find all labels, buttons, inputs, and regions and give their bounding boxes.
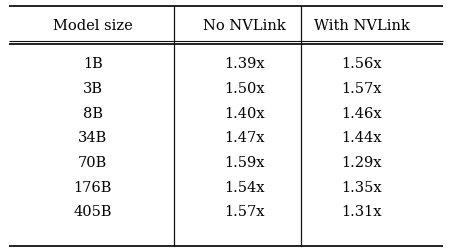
Text: 8B: 8B xyxy=(83,107,102,121)
Text: Model size: Model size xyxy=(53,19,132,34)
Text: 176B: 176B xyxy=(74,181,111,195)
Text: 1.57x: 1.57x xyxy=(223,205,264,219)
Text: 1.29x: 1.29x xyxy=(341,156,381,170)
Text: 1.31x: 1.31x xyxy=(341,205,381,219)
Text: 1.40x: 1.40x xyxy=(223,107,264,121)
Text: 70B: 70B xyxy=(78,156,107,170)
Text: 1.54x: 1.54x xyxy=(223,181,264,195)
Text: No NVLink: No NVLink xyxy=(202,19,285,34)
Text: 405B: 405B xyxy=(73,205,112,219)
Text: 34B: 34B xyxy=(78,131,107,145)
Text: 1.56x: 1.56x xyxy=(341,57,381,71)
Text: 1.50x: 1.50x xyxy=(223,82,264,96)
Text: With NVLink: With NVLink xyxy=(313,19,409,34)
Text: 1.57x: 1.57x xyxy=(341,82,381,96)
Text: 1.47x: 1.47x xyxy=(223,131,264,145)
Text: 1.44x: 1.44x xyxy=(341,131,381,145)
Text: 1.35x: 1.35x xyxy=(341,181,381,195)
Text: 1.46x: 1.46x xyxy=(341,107,381,121)
Text: 1.39x: 1.39x xyxy=(223,57,264,71)
Text: 1.59x: 1.59x xyxy=(223,156,264,170)
Text: 1B: 1B xyxy=(83,57,102,71)
Text: 3B: 3B xyxy=(83,82,102,96)
